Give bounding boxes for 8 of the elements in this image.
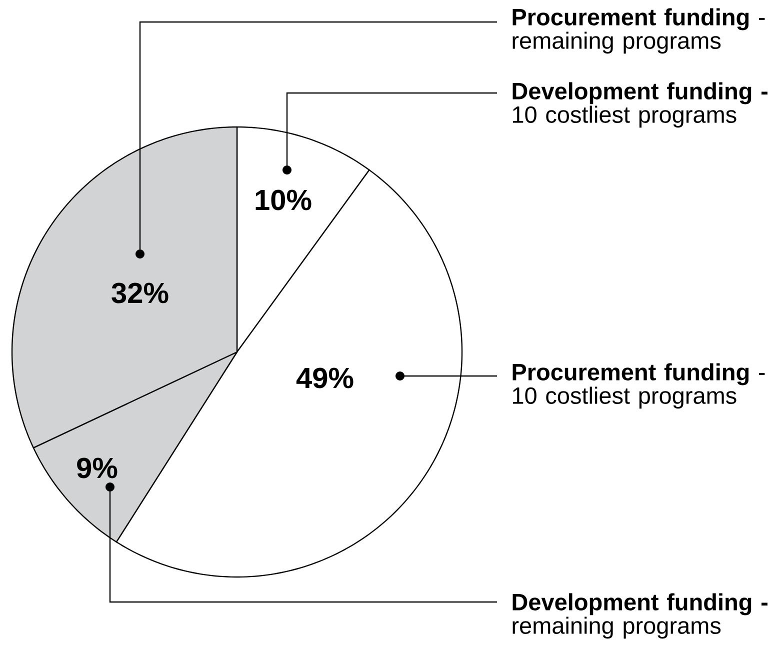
data-label: 9% <box>77 458 118 478</box>
data-label: 49% <box>296 368 354 388</box>
data-label: 32% <box>112 282 168 304</box>
data-label: 10% <box>256 190 312 210</box>
category-label: Procurement funding - remaining programs <box>512 8 765 54</box>
slice-label: Development funding - remaining programs <box>512 593 768 639</box>
slice-label: Procurement funding - 10 costliest programs <box>512 363 765 409</box>
slice-label: Development funding - 10 costliest programs <box>512 82 768 128</box>
